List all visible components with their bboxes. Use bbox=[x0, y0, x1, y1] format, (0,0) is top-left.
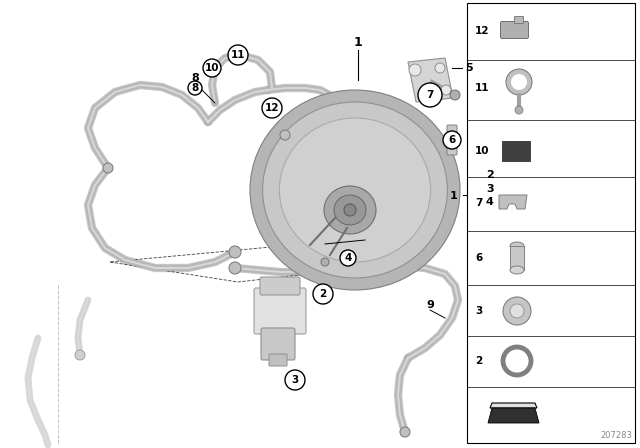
Circle shape bbox=[203, 59, 221, 77]
Circle shape bbox=[313, 284, 333, 304]
FancyBboxPatch shape bbox=[260, 277, 300, 295]
Circle shape bbox=[344, 204, 356, 216]
Text: 1: 1 bbox=[449, 191, 457, 201]
FancyBboxPatch shape bbox=[502, 141, 530, 161]
FancyBboxPatch shape bbox=[261, 328, 295, 360]
Circle shape bbox=[441, 85, 451, 95]
Text: 11: 11 bbox=[231, 51, 245, 60]
Circle shape bbox=[418, 83, 442, 107]
Text: 4: 4 bbox=[344, 254, 352, 263]
FancyBboxPatch shape bbox=[467, 3, 635, 443]
Circle shape bbox=[443, 131, 461, 149]
Circle shape bbox=[511, 74, 527, 90]
FancyBboxPatch shape bbox=[269, 354, 287, 366]
Circle shape bbox=[400, 427, 410, 437]
FancyBboxPatch shape bbox=[447, 125, 457, 155]
Circle shape bbox=[409, 64, 421, 76]
Circle shape bbox=[103, 163, 113, 173]
Circle shape bbox=[510, 304, 524, 318]
FancyBboxPatch shape bbox=[510, 246, 524, 270]
Circle shape bbox=[188, 81, 202, 95]
Circle shape bbox=[229, 246, 241, 258]
Text: 11: 11 bbox=[475, 83, 490, 93]
Text: 7: 7 bbox=[426, 90, 434, 100]
Ellipse shape bbox=[334, 195, 366, 225]
Polygon shape bbox=[408, 58, 453, 102]
Text: 8: 8 bbox=[191, 73, 199, 83]
Text: 3: 3 bbox=[486, 184, 493, 194]
Ellipse shape bbox=[510, 242, 524, 250]
Text: 1: 1 bbox=[354, 35, 362, 48]
Circle shape bbox=[229, 262, 241, 274]
Text: 12: 12 bbox=[475, 26, 490, 36]
Text: 2: 2 bbox=[486, 170, 493, 180]
Circle shape bbox=[515, 106, 523, 114]
FancyBboxPatch shape bbox=[500, 22, 529, 39]
Text: 10: 10 bbox=[205, 64, 220, 73]
Ellipse shape bbox=[510, 266, 524, 274]
Circle shape bbox=[321, 258, 329, 266]
Circle shape bbox=[340, 250, 356, 266]
Text: 10: 10 bbox=[475, 146, 490, 156]
Circle shape bbox=[285, 370, 305, 390]
Text: 9: 9 bbox=[426, 300, 434, 310]
Circle shape bbox=[506, 69, 532, 95]
Ellipse shape bbox=[250, 90, 460, 290]
Polygon shape bbox=[490, 403, 537, 408]
Text: 12: 12 bbox=[265, 103, 279, 113]
Polygon shape bbox=[488, 408, 539, 423]
Ellipse shape bbox=[262, 102, 447, 278]
Text: 207283: 207283 bbox=[600, 431, 632, 440]
Text: 6: 6 bbox=[475, 253, 483, 263]
Ellipse shape bbox=[280, 118, 431, 262]
Circle shape bbox=[228, 45, 248, 65]
Text: 6: 6 bbox=[449, 135, 456, 146]
Ellipse shape bbox=[324, 186, 376, 234]
Text: 2: 2 bbox=[319, 289, 326, 299]
Circle shape bbox=[280, 130, 290, 140]
Text: 2: 2 bbox=[475, 356, 483, 366]
Polygon shape bbox=[499, 195, 527, 209]
FancyBboxPatch shape bbox=[254, 288, 306, 334]
Text: 7: 7 bbox=[475, 198, 483, 208]
Circle shape bbox=[435, 63, 445, 73]
Circle shape bbox=[75, 350, 85, 360]
Text: 3: 3 bbox=[475, 306, 483, 316]
Text: 5: 5 bbox=[465, 63, 472, 73]
Text: 8: 8 bbox=[191, 83, 198, 93]
Circle shape bbox=[262, 98, 282, 118]
FancyBboxPatch shape bbox=[515, 17, 524, 23]
Text: 3: 3 bbox=[291, 375, 299, 385]
Text: 4: 4 bbox=[486, 197, 494, 207]
Circle shape bbox=[450, 90, 460, 100]
Circle shape bbox=[503, 297, 531, 325]
